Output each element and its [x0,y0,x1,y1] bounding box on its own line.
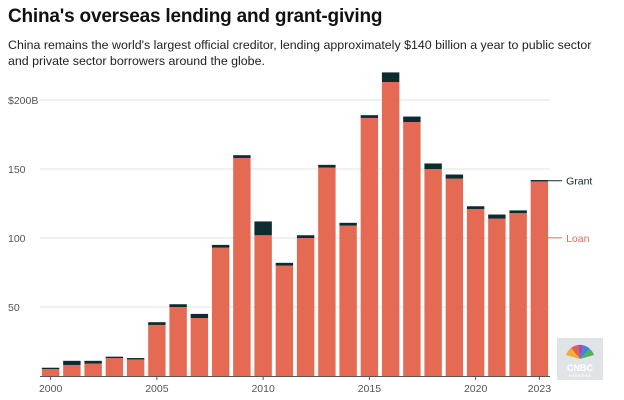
loan-bar [445,178,464,376]
grant-bar [381,72,400,83]
y-tick-label: 150 [8,164,26,176]
grant-bar [466,206,485,210]
loan-bar [381,82,400,376]
loan-bar [233,157,251,376]
loan-bar [509,213,527,376]
loan-bar [339,225,357,376]
chart-subtitle: China remains the world's largest offici… [8,38,592,68]
loan-bar [466,209,485,376]
x-axis-ticks: 2000 2005 2010 2015 2020 2023 [39,376,551,395]
grant-bar [63,360,81,365]
loan-bar [41,369,60,376]
legend-label-loan: Loan [566,233,590,245]
grant-bar [84,360,102,364]
x-tick-label: 2010 [251,383,275,395]
gridlines [40,99,550,308]
x-tick-label: 2023 [528,383,552,395]
loan-bar [296,238,315,376]
grant-bar [424,163,442,169]
bars [41,72,549,376]
grant-bar [169,304,187,307]
loan-bar [126,359,145,376]
y-tick-label: 50 [8,302,20,314]
svg-text:INDONESIA: INDONESIA [569,373,591,378]
loan-bar [275,265,294,376]
y-axis-ticks: 50 100 150 $200B [8,95,38,314]
loan-bar [403,122,421,376]
grant-bar [339,222,357,226]
loan-bar [190,318,209,376]
x-tick-label: 2020 [464,383,488,395]
grant-bar [509,210,527,214]
cnbc-indonesia-logo: CNBC INDONESIA [557,338,603,380]
loan-bar [360,117,379,376]
x-tick-label: 2015 [358,383,382,395]
loan-bar [254,235,272,376]
y-tick-label: 100 [8,233,26,245]
loan-bar [105,358,124,376]
grant-bar [211,244,230,248]
grant-bar [190,313,209,319]
legend: Grant Loan [548,176,592,245]
loan-bar [169,307,187,376]
loan-bar [148,324,166,376]
svg-text:CNBC: CNBC [567,363,593,373]
grant-bar [296,235,315,238]
chart-title: China's overseas lending and grant-givin… [8,6,383,27]
grant-bar [360,115,379,118]
loan-bar [211,247,230,376]
grant-bar [233,155,251,158]
grant-bar [488,214,506,219]
y-tick-label: $200B [8,95,38,107]
loan-bar [530,181,549,376]
loan-bar [84,363,102,376]
grant-bar [254,221,272,236]
loan-bar [424,169,442,376]
grant-bar [105,356,124,359]
x-tick-label: 2000 [39,383,63,395]
grant-bar [275,262,294,266]
grant-bar [126,358,145,360]
grant-bar [41,367,60,370]
x-tick-label: 2005 [145,383,169,395]
loan-bar [318,167,336,376]
grant-bar [530,180,549,182]
grant-bar [148,322,166,325]
grant-bar [403,116,421,123]
legend-label-grant: Grant [566,176,592,188]
grant-bar [318,164,336,168]
loan-bar [488,218,506,376]
loan-bar [63,364,81,376]
grant-bar [445,174,464,179]
